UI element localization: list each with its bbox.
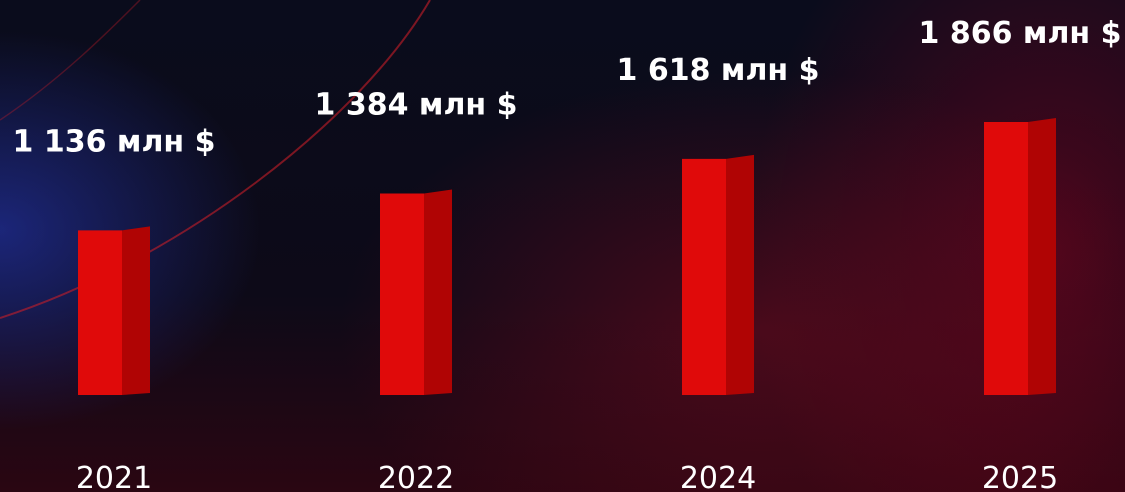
x-tick-label: 2024 (680, 461, 756, 492)
value-label: 1 618 млн $ (617, 53, 820, 88)
chart: 2021 1 136 млн $ 2022 1 384 млн $ 2024 1 618 … (0, 0, 1125, 492)
x-tick-label: 2022 (378, 461, 454, 492)
bar-side (424, 190, 452, 395)
bar (380, 194, 424, 395)
x-tick-label: 2025 (982, 461, 1058, 492)
x-tick-label: 2021 (76, 461, 152, 492)
value-label: 1 136 млн $ (13, 124, 216, 159)
value-label: 1 866 млн $ (919, 16, 1122, 51)
chart-background: 2021 1 136 млн $ 2022 1 384 млн $ 2024 1 618 … (0, 0, 1125, 492)
bar (682, 159, 726, 395)
bar-side (122, 226, 150, 395)
bar-side (726, 155, 754, 395)
bar (984, 122, 1028, 395)
bar (78, 230, 122, 395)
bar-side (1028, 118, 1056, 395)
value-label: 1 384 млн $ (315, 88, 518, 123)
decorative-arc (0, 0, 140, 120)
